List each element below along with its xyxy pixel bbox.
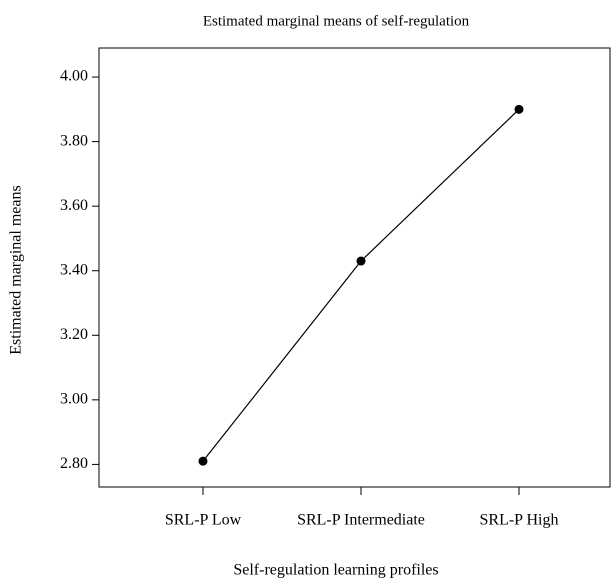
x-tick-label: SRL-P Low [165, 512, 242, 529]
x-tick-label: SRL-P High [480, 512, 559, 529]
point [514, 104, 524, 114]
plot-frame [98, 47, 611, 488]
point [198, 456, 208, 466]
y-tick-label: 4.00 [60, 68, 88, 85]
line [202, 108, 520, 462]
chart-title: Estimated marginal means of self-regulat… [203, 13, 470, 29]
y-axis-label: Estimated marginal means [8, 185, 25, 354]
y-tick-label: 3.60 [60, 197, 88, 214]
y-tick-label: 3.00 [60, 391, 88, 408]
x-tick-label: SRL-P Intermediate [297, 512, 425, 529]
point [356, 256, 366, 266]
y-tick-label: 2.80 [60, 455, 88, 472]
x-axis-label: Self-regulation learning profiles [233, 562, 438, 579]
y-tick-label: 3.80 [60, 132, 88, 149]
y-tick-label: 3.40 [60, 261, 88, 278]
y-tick-label: 3.20 [60, 326, 88, 343]
